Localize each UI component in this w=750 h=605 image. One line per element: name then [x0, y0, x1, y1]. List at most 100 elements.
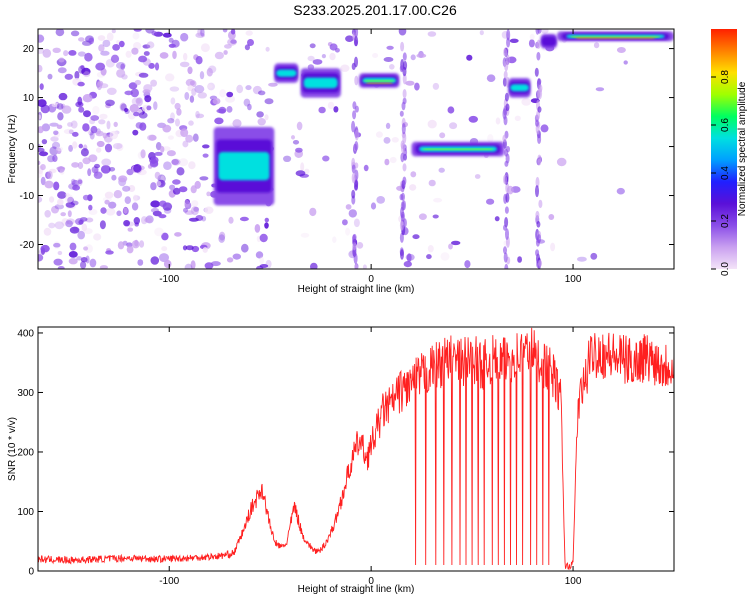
spectrogram-streak-cell: [505, 192, 510, 203]
spectrogram-speckle-cell: [150, 182, 157, 191]
spectrogram-speckle-cell: [40, 164, 46, 171]
spectrogram-speckle-cell: [108, 167, 116, 172]
spectrogram-speckle-cell: [257, 118, 266, 126]
spectrogram-streak-cell: [505, 182, 510, 194]
spectrogram-speckle-cell: [418, 213, 427, 220]
spectrogram-speckle-cell: [57, 198, 64, 206]
spectrogram-speckle-cell: [283, 155, 292, 162]
spectrogram-speckle-cell: [310, 262, 318, 269]
spectrogram-speckle-cell: [183, 52, 188, 61]
spectrogram-speckle-cell: [468, 115, 478, 123]
spectrogram-speckle-cell: [307, 55, 315, 62]
spectrogram-speckle-cell: [171, 158, 181, 166]
spectrogram-speckle-cell: [117, 241, 125, 250]
spectrogram-speckle-cell: [41, 123, 51, 132]
spectrogram-speckle-cell: [178, 158, 189, 167]
spectrogram-streak-cell: [503, 252, 508, 263]
spectrogram-speckle-cell: [99, 220, 106, 230]
snr-y-ticks: 0 100 200 300 400: [17, 328, 674, 578]
spectrogram-speckle-cell: [223, 50, 228, 55]
spectrogram-streak-cell: [502, 77, 507, 87]
spectrogram-speckle-cell: [296, 121, 303, 131]
spectrogram-band: [556, 31, 674, 42]
spectrogram-streak-cell: [351, 164, 356, 174]
spectrogram-speckle-cell: [132, 32, 140, 40]
spectrogram-speckle-cell: [60, 212, 66, 217]
spectrogram-speckle-cell: [123, 220, 130, 227]
spectrogram-speckle-cell: [264, 222, 269, 229]
colorbar-ticks: 0.0 0.2 0.4 0.6 0.8: [711, 70, 731, 276]
spectrogram-speckle-cell: [548, 214, 555, 220]
spectrogram-speckle-cell: [77, 161, 84, 170]
spectrogram-speckle-cell: [236, 84, 244, 94]
spectrogram-speckle-cell: [218, 234, 225, 243]
spectrogram-speckle-cell: [110, 54, 120, 63]
x-tick-label: 0: [368, 274, 374, 285]
colorbar: 0.0 0.2 0.4 0.6 0.8 Normalized spectral ampl…: [711, 29, 748, 276]
spectrogram-speckle-cell: [137, 259, 144, 266]
spectrogram-speckle-cell: [77, 96, 83, 106]
spectrogram-speckle-cell: [82, 123, 90, 132]
spectrogram-speckle-cell: [264, 217, 269, 223]
spectrogram-speckle-cell: [53, 258, 63, 266]
spectrogram-speckle-cell: [47, 170, 53, 180]
spectrogram-speckle-cell: [259, 233, 268, 243]
spectrogram-speckle-cell: [228, 216, 234, 224]
spectrogram-speckle-cell: [376, 196, 386, 204]
spectrogram-speckle-cell: [195, 110, 200, 119]
spectrogram-speckle-cell: [416, 53, 427, 58]
spectrogram-speckle-cell: [447, 106, 455, 114]
spectrogram-speckle-cell: [264, 114, 269, 121]
spectrogram-speckle-cell: [200, 43, 210, 53]
spectrogram-speckle-cell: [208, 65, 217, 74]
spectrogram-speckle-cell: [68, 251, 78, 258]
spectrogram-speckle-cell: [54, 204, 64, 210]
snr-panel: -100 0 100 0 100 200 300 400 Height of straigh…: [7, 326, 675, 595]
spectrogram-x-label: Height of straight line (km): [298, 284, 415, 295]
spectrogram-streak-cell: [354, 179, 359, 191]
spectrogram-streak-cell: [535, 249, 540, 257]
spectrogram-speckle-cell: [190, 185, 197, 194]
spectrogram-speckle-cell: [329, 43, 338, 51]
spectrogram-streak-cell: [400, 152, 405, 163]
spectrogram-speckle-cell: [113, 143, 123, 150]
spectrogram-speckle-cell: [521, 98, 531, 106]
spectrogram-speckle-cell: [590, 252, 598, 260]
spectrogram-speckle-cell: [191, 88, 197, 96]
spectrogram-speckle-cell: [256, 111, 264, 118]
spectrogram-speckle-cell: [194, 85, 205, 94]
spectrogram-speckle-cell: [191, 200, 199, 207]
y-tick-label: -10: [20, 191, 35, 202]
spectrogram-streak-cell: [503, 174, 507, 185]
spectrogram-speckle-cell: [327, 101, 335, 110]
spectrogram-speckle-cell: [80, 65, 85, 70]
spectrogram-speckle-cell: [494, 216, 500, 222]
spectrogram-speckle-cell: [53, 181, 60, 191]
spectrogram-speckle-cell: [143, 51, 150, 56]
spectrogram-speckle-cell: [147, 134, 157, 141]
spectrogram-speckle-cell: [184, 92, 190, 100]
spectrogram-speckle-cell: [184, 199, 190, 208]
spectrogram-speckle-cell: [222, 29, 228, 33]
spectrogram-streak-cell: [535, 119, 539, 127]
spectrogram-speckle-cell: [163, 259, 172, 269]
spectrogram-speckle-cell: [127, 227, 134, 232]
spectrogram-speckle-cell: [291, 135, 295, 140]
spectrogram-speckle-cell: [106, 87, 117, 96]
spectrogram-speckle-cell: [428, 179, 436, 187]
spectrogram-streak-cell: [401, 142, 405, 154]
spectrogram-speckle-cell: [410, 171, 417, 178]
spectrogram-speckle-cell: [440, 252, 450, 261]
spectrogram-speckle-cell: [74, 70, 80, 80]
spectrogram-speckle-cell: [133, 194, 138, 202]
spectrogram-speckle-cell: [509, 38, 519, 43]
spectrogram-speckle-cell: [202, 144, 210, 149]
spectrogram-speckle-cell: [159, 200, 167, 207]
spectrogram-speckle-cell: [180, 32, 189, 42]
y-tick-label: 200: [17, 447, 34, 458]
snr-series-line: [38, 327, 674, 571]
spectrogram-speckle-cell: [38, 147, 45, 153]
spectrogram-speckle-cell: [68, 144, 73, 152]
spectrogram-speckle-cell: [96, 140, 105, 148]
spectrogram-speckle-cell: [113, 190, 123, 199]
